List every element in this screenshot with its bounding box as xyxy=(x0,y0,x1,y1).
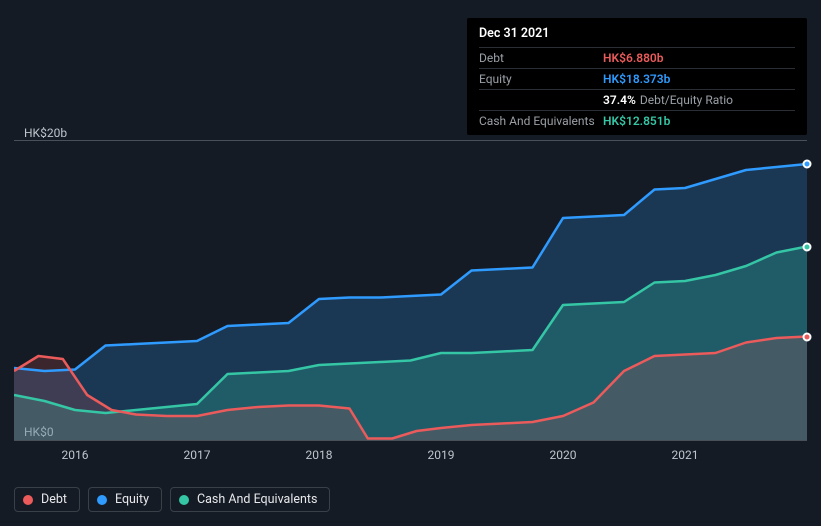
x-tick: 2016 xyxy=(62,448,89,462)
tooltip-row-value: HK$18.373b xyxy=(603,72,670,86)
tooltip-row: DebtHK$6.880b xyxy=(479,47,795,68)
chart-plot xyxy=(14,140,807,440)
tooltip-row-label xyxy=(479,93,603,107)
legend-swatch xyxy=(23,495,33,505)
end-marker-equity xyxy=(803,160,812,169)
y-tick-upper: HK$20b xyxy=(24,126,67,140)
legend-item-cash[interactable]: Cash And Equivalents xyxy=(170,487,330,512)
chart-tooltip: Dec 31 2021 DebtHK$6.880bEquityHK$18.373… xyxy=(467,18,807,135)
end-marker-cash xyxy=(803,242,812,251)
tooltip-row-label: Debt xyxy=(479,51,603,65)
legend-label: Cash And Equivalents xyxy=(197,492,317,507)
x-tick: 2017 xyxy=(184,448,211,462)
x-axis-line xyxy=(14,440,807,441)
tooltip-row-suffix: Debt/Equity Ratio xyxy=(640,93,733,107)
tooltip-date: Dec 31 2021 xyxy=(479,26,795,47)
tooltip-row: 37.4%Debt/Equity Ratio xyxy=(479,89,795,110)
legend-label: Debt xyxy=(41,492,67,507)
legend-item-debt[interactable]: Debt xyxy=(14,487,80,512)
tooltip-row-label: Cash And Equivalents xyxy=(479,114,603,128)
tooltip-row-value: HK$6.880b xyxy=(603,51,664,65)
tooltip-row-value: HK$12.851b xyxy=(603,114,670,128)
legend-swatch xyxy=(179,495,189,505)
tooltip-row-value: 37.4%Debt/Equity Ratio xyxy=(603,93,733,107)
tooltip-row: Cash And EquivalentsHK$12.851b xyxy=(479,110,795,131)
legend-label: Equity xyxy=(115,492,149,507)
x-tick: 2021 xyxy=(672,448,699,462)
x-tick: 2020 xyxy=(550,448,577,462)
legend-item-equity[interactable]: Equity xyxy=(88,487,162,512)
x-axis-labels: 2016 2017 2018 2019 2020 2021 xyxy=(14,448,807,468)
tooltip-row-label: Equity xyxy=(479,72,603,86)
legend-swatch xyxy=(97,495,107,505)
x-tick: 2018 xyxy=(306,448,333,462)
x-tick: 2019 xyxy=(428,448,455,462)
chart-legend: Debt Equity Cash And Equivalents xyxy=(14,487,330,512)
tooltip-row: EquityHK$18.373b xyxy=(479,68,795,89)
end-marker-debt xyxy=(803,332,812,341)
